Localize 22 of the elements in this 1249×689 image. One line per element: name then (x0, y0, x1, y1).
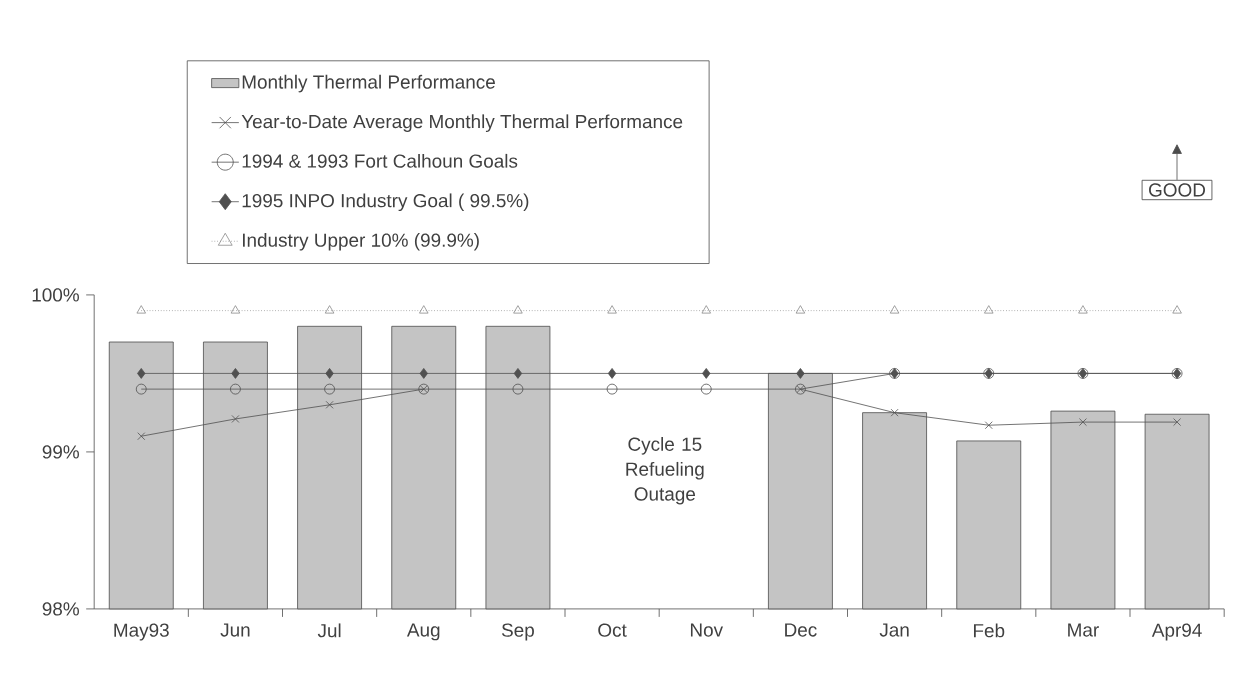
x-tick-label: Jul (317, 623, 341, 638)
y-tick-label: 100% (32, 288, 79, 302)
y-tick-label: 98% (42, 602, 79, 616)
y-tick-label: 99% (42, 445, 79, 459)
annotation: Cycle 15 Refueling Outage (626, 437, 704, 505)
x-tick-label: Mar (1068, 623, 1099, 637)
legend-label: Year-to-Date Average Monthly Thermal Performance (241, 114, 683, 132)
x-tick-label: May93 (114, 623, 169, 641)
x-tick-label: Oct (598, 623, 627, 637)
legend-label: Monthly Thermal Performance (242, 74, 495, 93)
legend-label: 1995 INPO Industry Goal ( 99.5%) (242, 193, 529, 212)
x-tick-label: Apr94 (1151, 623, 1202, 641)
x-tick-label: Jun (220, 623, 250, 637)
x-tick-label: Aug (406, 623, 440, 641)
legend-label: 1994 & 1993 Fort Calhoun Goals (242, 153, 518, 168)
x-tick-label: Sep (501, 623, 534, 641)
x-tick-label: Nov (690, 623, 724, 637)
x-tick-label: Dec (785, 623, 817, 637)
text: GOOD (1149, 183, 1206, 197)
x-tick-label: Jan (879, 623, 909, 637)
legend-label: Industry Upper 10% (99.9%) (242, 232, 479, 251)
x-tick-label: Feb (973, 623, 1005, 638)
